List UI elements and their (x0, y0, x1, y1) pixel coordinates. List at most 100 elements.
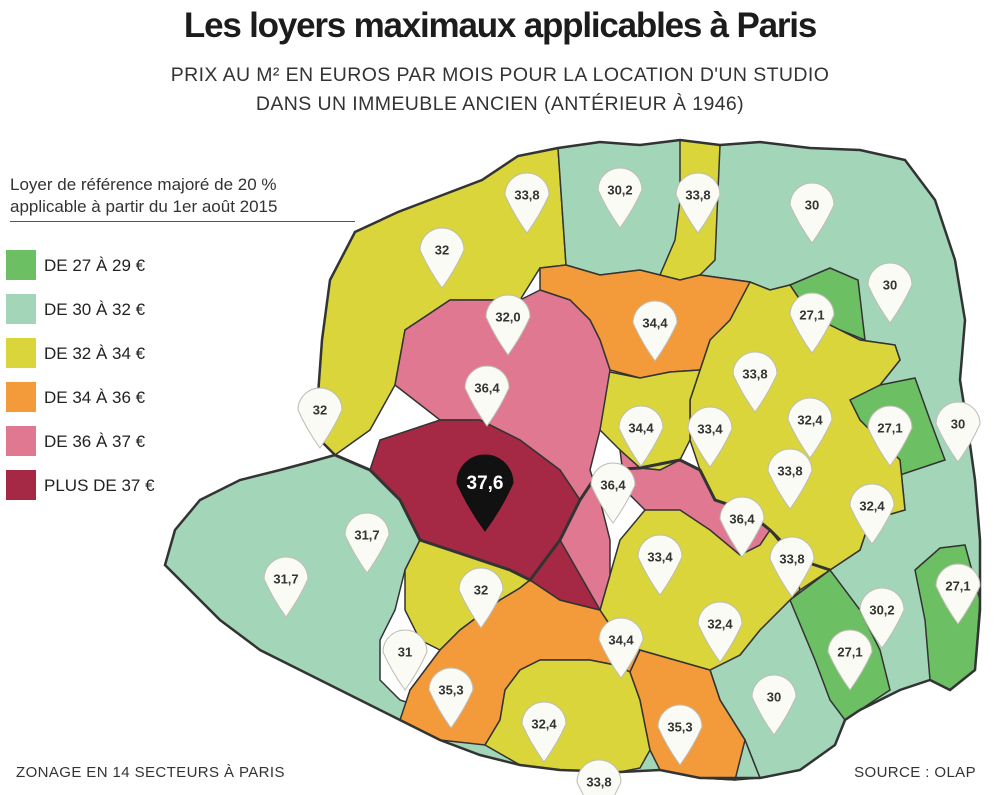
price-marker: 33,8 (576, 759, 622, 795)
marker-pin-icon (344, 512, 390, 574)
price-marker: 33,8 (769, 536, 815, 598)
marker-pin-icon (504, 172, 550, 234)
legend-swatch (6, 470, 36, 500)
marker-pin-icon (675, 172, 721, 234)
price-marker: 33,8 (732, 351, 778, 413)
marker-pin-icon (849, 483, 895, 545)
marker-value: 31,7 (354, 527, 379, 542)
price-marker: 31 (382, 629, 428, 691)
marker-pin-icon (637, 534, 683, 596)
marker-pin-icon (867, 262, 913, 324)
subtitle-line-2: DANS UN IMMEUBLE ANCIEN (ANTÉRIEUR À 194… (255, 93, 745, 115)
marker-value: 34,4 (628, 420, 654, 435)
legend-heading-line-2: applicable à partir du 1er août 2015 (10, 197, 278, 216)
marker-pin-icon (732, 351, 778, 413)
price-marker: 33,4 (687, 406, 733, 468)
marker-pin-icon (751, 674, 797, 736)
marker-value: 33,8 (779, 551, 804, 566)
legend-label: DE 36 À 37 € (44, 432, 146, 451)
marker-value: 35,3 (438, 682, 463, 697)
price-marker: 35,3 (428, 667, 474, 729)
marker-pin-icon (769, 536, 815, 598)
marker-value: 27,1 (837, 644, 862, 659)
marker-pin-icon (789, 292, 835, 354)
marker-value: 30 (805, 197, 819, 212)
marker-value: 32 (474, 582, 488, 597)
legend-swatch (6, 294, 36, 324)
price-marker: 27,1 (935, 563, 981, 625)
legend-heading: Loyer de référence majoré de 20 % applic… (10, 174, 355, 222)
marker-value: 35,3 (667, 719, 692, 734)
marker-pin-icon (456, 454, 514, 532)
marker-pin-icon (632, 300, 678, 362)
footer-source: SOURCE : OLAP (854, 764, 976, 781)
marker-value: 30 (883, 277, 897, 292)
marker-value: 36,4 (474, 380, 500, 395)
marker-value: 32,4 (797, 412, 823, 427)
price-marker: 31,7 (344, 512, 390, 574)
marker-value: 32 (313, 402, 327, 417)
marker-value: 30,2 (869, 602, 894, 617)
price-marker: 34,4 (598, 617, 644, 679)
price-marker: 36,4 (464, 365, 510, 427)
price-marker: 32 (419, 227, 465, 289)
legend-swatch (6, 250, 36, 280)
marker-value: 33,4 (697, 421, 723, 436)
marker-pin-icon (576, 759, 622, 795)
marker-pin-icon (787, 397, 833, 459)
marker-pin-icon (618, 405, 664, 467)
footer-zoning-note: ZONAGE EN 14 SECTEURS À PARIS (16, 764, 285, 781)
marker-value: 34,4 (608, 632, 634, 647)
price-marker: 33,8 (504, 172, 550, 234)
marker-value: 31 (398, 644, 412, 659)
marker-pin-icon (590, 462, 636, 524)
price-marker: 30,2 (597, 167, 643, 229)
marker-value: 32,4 (531, 716, 557, 731)
marker-value: 32,0 (495, 309, 520, 324)
legend-label: DE 30 À 32 € (44, 300, 146, 319)
price-marker: 30 (789, 182, 835, 244)
price-marker: 32 (458, 567, 504, 629)
legend-label: DE 27 À 29 € (44, 256, 146, 275)
marker-value: 36,4 (729, 511, 755, 526)
legend-swatch (6, 338, 36, 368)
marker-pin-icon (697, 601, 743, 663)
marker-pin-icon (935, 401, 981, 463)
price-marker: 33,4 (637, 534, 683, 596)
marker-value: 36,4 (600, 477, 626, 492)
marker-pin-icon (597, 167, 643, 229)
map-zones (164, 139, 981, 781)
marker-pin-icon (859, 587, 905, 649)
marker-value: 33,8 (685, 187, 710, 202)
marker-pin-icon (419, 227, 465, 289)
marker-pin-icon (458, 567, 504, 629)
marker-value: 34,4 (642, 315, 668, 330)
price-marker: 37,6 (456, 454, 514, 532)
legend-swatch (6, 382, 36, 412)
marker-value: 33,8 (514, 187, 539, 202)
price-marker: 32 (297, 387, 343, 449)
marker-pin-icon (789, 182, 835, 244)
price-marker: 31,7 (263, 556, 309, 618)
price-marker: 33,8 (675, 172, 721, 234)
marker-value: 32 (435, 242, 449, 257)
marker-pin-icon (485, 294, 531, 356)
legend-label: DE 34 À 36 € (44, 388, 146, 407)
price-marker: 35,3 (657, 704, 703, 766)
price-marker: 36,4 (719, 496, 765, 558)
marker-pin-icon (657, 704, 703, 766)
price-marker: 27,1 (827, 629, 873, 691)
marker-value: 33,8 (586, 774, 611, 789)
price-marker: 33,8 (767, 448, 813, 510)
legend-heading-line-1: Loyer de référence majoré de 20 % (10, 175, 277, 194)
paris-boundary (163, 138, 982, 780)
marker-value: 30 (767, 689, 781, 704)
marker-pin-icon (767, 448, 813, 510)
price-marker: 30 (935, 401, 981, 463)
marker-pin-icon (598, 617, 644, 679)
marker-value: 32,4 (859, 498, 885, 513)
price-marker: 32,4 (521, 701, 567, 763)
price-marker: 32,0 (485, 294, 531, 356)
price-marker: 32,4 (849, 483, 895, 545)
